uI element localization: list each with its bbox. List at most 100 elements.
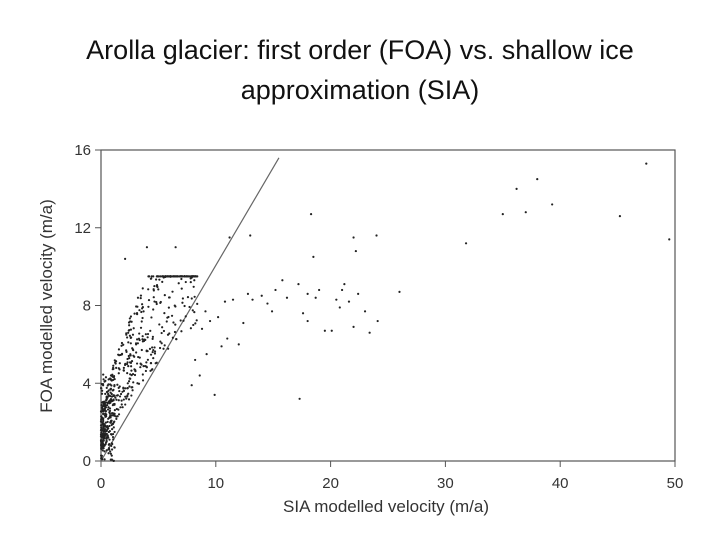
- data-point: [139, 326, 143, 329]
- data-point: [115, 417, 118, 420]
- data-point: [102, 373, 105, 376]
- data-point: [126, 387, 129, 390]
- data-point: [119, 353, 122, 357]
- data-point: [158, 346, 162, 350]
- data-point: [195, 275, 198, 278]
- data-point: [163, 294, 166, 297]
- data-point: [157, 288, 160, 291]
- data-point: [101, 433, 104, 436]
- one-to-one-reference-line: [100, 157, 280, 462]
- data-point: [118, 395, 122, 398]
- data-point: [134, 370, 137, 373]
- data-point: [171, 290, 174, 293]
- data-point: [118, 389, 121, 393]
- data-point: [113, 430, 116, 434]
- data-point: [162, 329, 166, 333]
- data-point: [108, 438, 111, 441]
- data-point: [213, 393, 216, 397]
- data-point: [189, 327, 192, 330]
- data-point: [101, 417, 104, 420]
- slide-title-line-2: approximation (SIA): [240, 75, 480, 105]
- data-point: [113, 385, 116, 388]
- data-point: [177, 282, 180, 285]
- data-point: [148, 275, 151, 278]
- data-point: [352, 236, 355, 239]
- data-point: [100, 431, 103, 434]
- data-point: [113, 409, 116, 412]
- data-point: [101, 458, 104, 461]
- data-point: [151, 337, 154, 340]
- data-point: [167, 306, 170, 309]
- data-point: [128, 357, 131, 360]
- data-point: [190, 384, 193, 387]
- data-point: [133, 373, 137, 377]
- data-point: [101, 429, 104, 432]
- data-point: [246, 292, 250, 295]
- data-point: [142, 310, 145, 313]
- y-tick-label: 12: [74, 220, 91, 237]
- data-point: [131, 333, 135, 336]
- data-point: [103, 409, 106, 412]
- data-point: [174, 323, 177, 326]
- data-point: [251, 298, 254, 301]
- data-point: [124, 403, 127, 406]
- data-point: [111, 389, 114, 392]
- data-point: [153, 352, 157, 355]
- data-point: [100, 406, 104, 409]
- data-point: [231, 298, 235, 301]
- data-point: [145, 246, 149, 249]
- data-point: [115, 360, 118, 363]
- data-point: [204, 310, 207, 313]
- data-point: [260, 294, 263, 297]
- data-point: [122, 369, 125, 372]
- data-point: [130, 369, 133, 372]
- data-point: [136, 296, 140, 299]
- data-point: [126, 361, 129, 364]
- data-point: [108, 429, 111, 433]
- data-point: [398, 290, 401, 293]
- data-point: [106, 408, 110, 411]
- data-point: [153, 284, 156, 288]
- data-point: [186, 296, 190, 299]
- data-point: [112, 366, 115, 369]
- data-point: [166, 275, 169, 278]
- data-point: [130, 386, 133, 389]
- data-point: [109, 458, 112, 461]
- data-point: [173, 330, 177, 334]
- y-tick-label: 8: [83, 298, 91, 315]
- data-point: [104, 421, 107, 424]
- data-point: [161, 280, 164, 283]
- data-point: [125, 397, 128, 400]
- data-point: [228, 236, 231, 239]
- data-point: [107, 406, 110, 409]
- data-point: [127, 392, 130, 395]
- data-point: [111, 428, 114, 431]
- data-point: [352, 325, 355, 328]
- data-point: [122, 398, 125, 401]
- data-point: [159, 300, 162, 304]
- data-point: [106, 420, 109, 423]
- data-point: [301, 312, 305, 315]
- data-point: [501, 213, 504, 216]
- data-point: [139, 366, 142, 369]
- data-point: [144, 333, 147, 336]
- data-point: [536, 178, 539, 181]
- data-point: [182, 319, 185, 322]
- data-point: [158, 323, 161, 326]
- data-point: [668, 238, 671, 241]
- data-point: [133, 312, 136, 315]
- data-point: [375, 234, 378, 237]
- data-point: [118, 368, 121, 371]
- data-point: [110, 454, 113, 457]
- data-point: [119, 406, 122, 409]
- data-point: [114, 396, 117, 399]
- data-point: [127, 331, 130, 334]
- data-point: [103, 423, 106, 426]
- data-point: [127, 354, 130, 358]
- data-point: [125, 349, 128, 352]
- data-point: [110, 448, 114, 451]
- data-point: [172, 275, 175, 278]
- data-point: [163, 344, 166, 347]
- data-point: [115, 398, 118, 401]
- data-point: [335, 298, 338, 301]
